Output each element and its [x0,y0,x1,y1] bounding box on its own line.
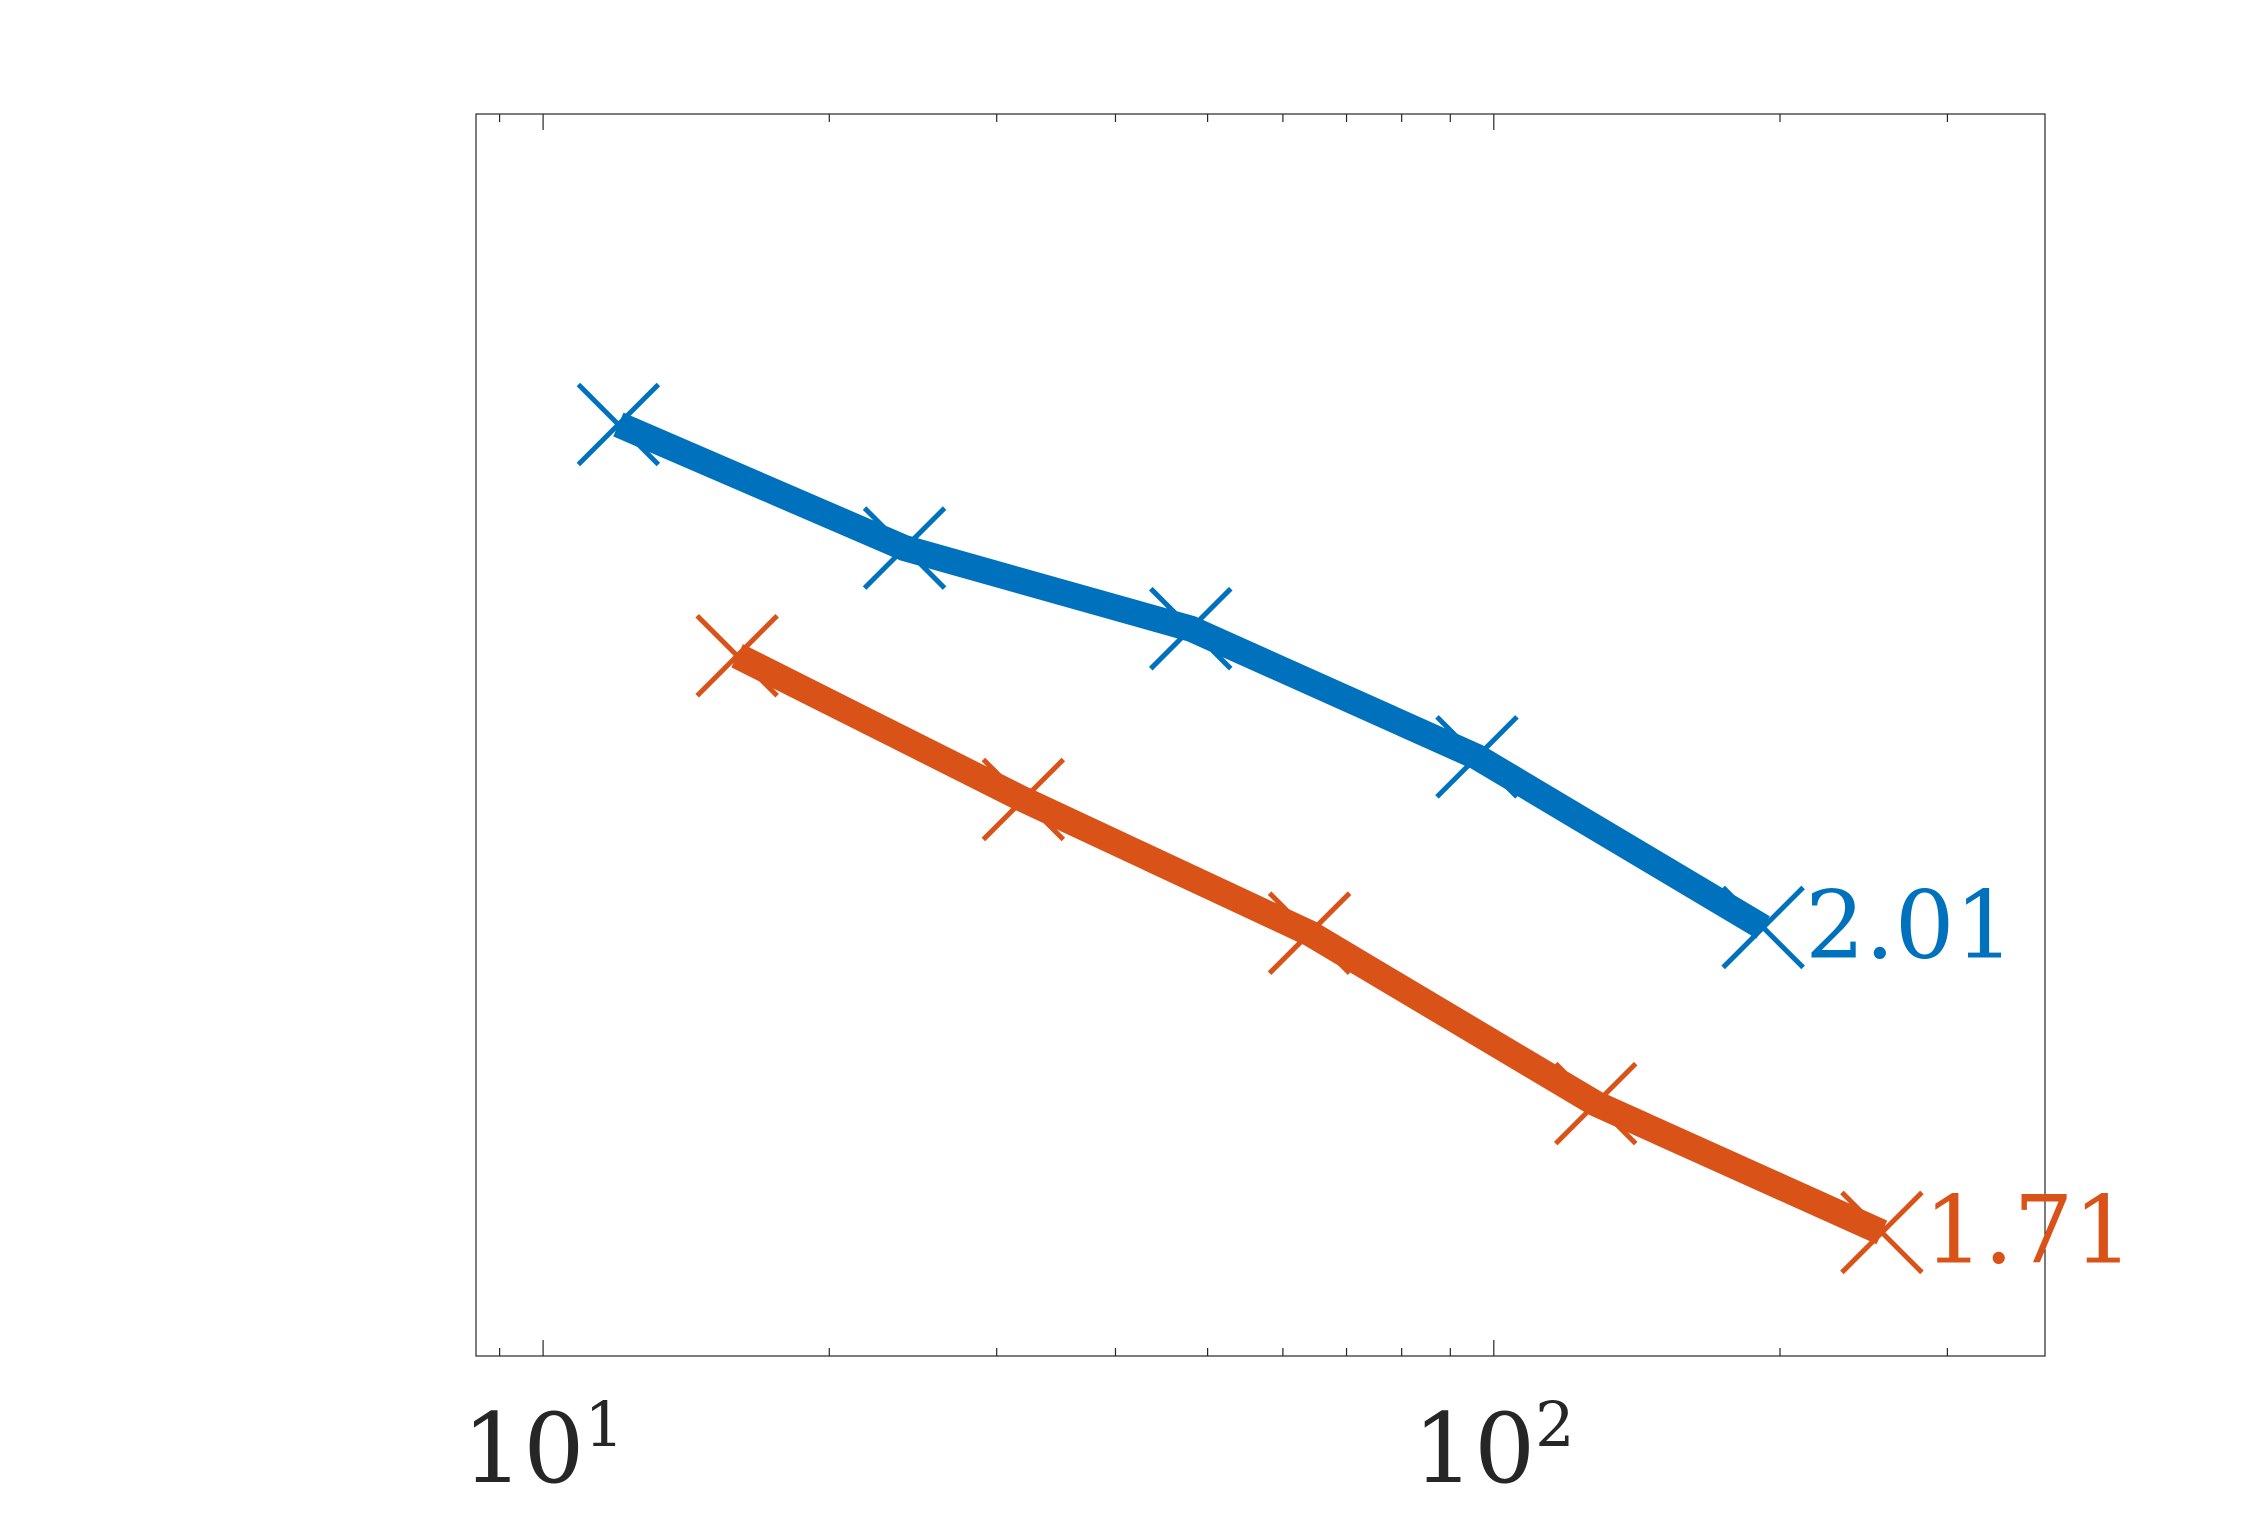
plot-area [475,113,2046,1357]
data-point-marker [1267,891,1352,975]
series-end-label-1: 2.01 [1805,871,2014,980]
data-point-marker [1553,1061,1638,1146]
data-point-marker [695,613,779,698]
series-layer [576,382,1924,1275]
x-tick-label: 101 [462,1388,624,1505]
ticks-layer [498,114,1948,1356]
data-point-marker [1148,586,1233,671]
data-point-marker [1435,715,1519,799]
data-point-marker [1721,885,1805,970]
x-tick-label: 102 [1413,1388,1575,1505]
series-end-label-2: 1.71 [1924,1176,2133,1285]
data-point-marker [576,382,661,467]
labels-layer: 101 102 2.01 1.71 [462,871,2133,1505]
data-point-marker [981,757,1066,842]
data-point-marker [1840,1190,1924,1275]
data-point-marker [862,506,947,590]
